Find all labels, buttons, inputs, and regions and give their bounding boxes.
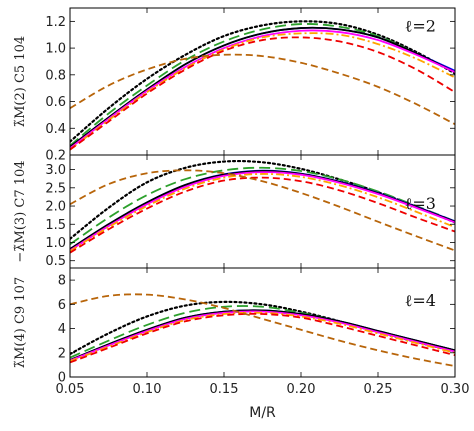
y-tick-label: 8: [58, 274, 66, 289]
series-line-6: [70, 173, 455, 252]
y-tick-label: 0.5: [45, 254, 66, 269]
ell-annotation: ℓ=2: [405, 17, 436, 36]
y-tick-label: 0.8: [45, 68, 66, 83]
x-tick-label: 0.15: [210, 382, 239, 397]
series-line-1: [70, 20, 455, 143]
ell-annotation: ℓ=4: [405, 291, 436, 310]
series-line-8: [70, 53, 455, 126]
series-line-4: [70, 170, 455, 250]
ell-annotation: ℓ=3: [405, 194, 436, 213]
panels: 0.2 0.4 0.6 0.8 1.0 1.2 λ̃M(2) C5 104 ℓ=2 0.5 1.0…: [13, 7, 456, 386]
series-line-4: [70, 309, 455, 361]
y-tick-label: 2.0: [45, 200, 66, 215]
x-tick-label: 0.20: [287, 382, 316, 397]
y-tick-label: 0.2: [45, 149, 66, 164]
panel-l2: 0.2 0.4 0.6 0.8 1.0 1.2 λ̃M(2) C5 104 ℓ=2: [13, 7, 456, 164]
y-tick-label: 2: [58, 346, 66, 361]
series-line-7: [70, 312, 455, 364]
y-tick-label: 3.0: [45, 163, 66, 178]
y-tick-label: 6: [58, 298, 66, 313]
series-line-2: [70, 305, 455, 359]
y-tick-label: 1.0: [45, 236, 66, 251]
y-tick-label: 0.6: [45, 95, 66, 110]
x-tick-label: 0.25: [364, 382, 393, 397]
x-tick-label: 0.30: [441, 382, 470, 397]
x-tick-label: 0.10: [133, 382, 162, 397]
series-line-7: [70, 176, 455, 254]
series-line-5: [70, 310, 455, 362]
x-tick-label: 0.05: [56, 382, 85, 397]
series-line-5: [70, 171, 455, 252]
series-line-7: [70, 36, 455, 151]
y-tick-label: 1.0: [45, 42, 66, 57]
y-tick-label: 1.5: [45, 218, 66, 233]
y-tick-label: 2.5: [45, 181, 66, 196]
panel-frame: [69, 267, 456, 378]
series-group: [70, 159, 455, 254]
panel-l4: 0 2 4 6 8 λ̃M(4) C9 107 ℓ=4: [13, 267, 456, 386]
series-group: [70, 20, 455, 151]
x-axis: 0.05 0.10 0.15 0.20 0.25 0.30 M/R: [56, 382, 470, 421]
y-tick-label: 0: [58, 371, 66, 386]
series-line-2: [70, 166, 455, 246]
panel-l3: 0.5 1.0 1.5 2.0 2.5 3.0 −λ̃M(3) C7 104 ℓ=3: [13, 154, 456, 269]
series-line-4: [70, 26, 455, 148]
y-axis-label: λ̃M(4) C9 107: [13, 277, 28, 368]
series-line-3: [70, 169, 455, 250]
x-axis-label: M/R: [249, 405, 276, 421]
series-line-8: [70, 169, 455, 252]
y-axis-label: λ̃M(2) C5 104: [13, 36, 28, 127]
series-group: [70, 293, 455, 367]
y-axis-label: −λ̃M(3) C7 104: [13, 160, 28, 262]
y-tick-label: 0.4: [45, 122, 66, 137]
series-line-5: [70, 29, 455, 150]
series-line-8: [70, 293, 455, 367]
series-line-6: [70, 32, 455, 151]
y-tick-label: 1.2: [45, 15, 66, 30]
y-tick-label: 4: [58, 322, 66, 337]
series-line-6: [70, 311, 455, 363]
